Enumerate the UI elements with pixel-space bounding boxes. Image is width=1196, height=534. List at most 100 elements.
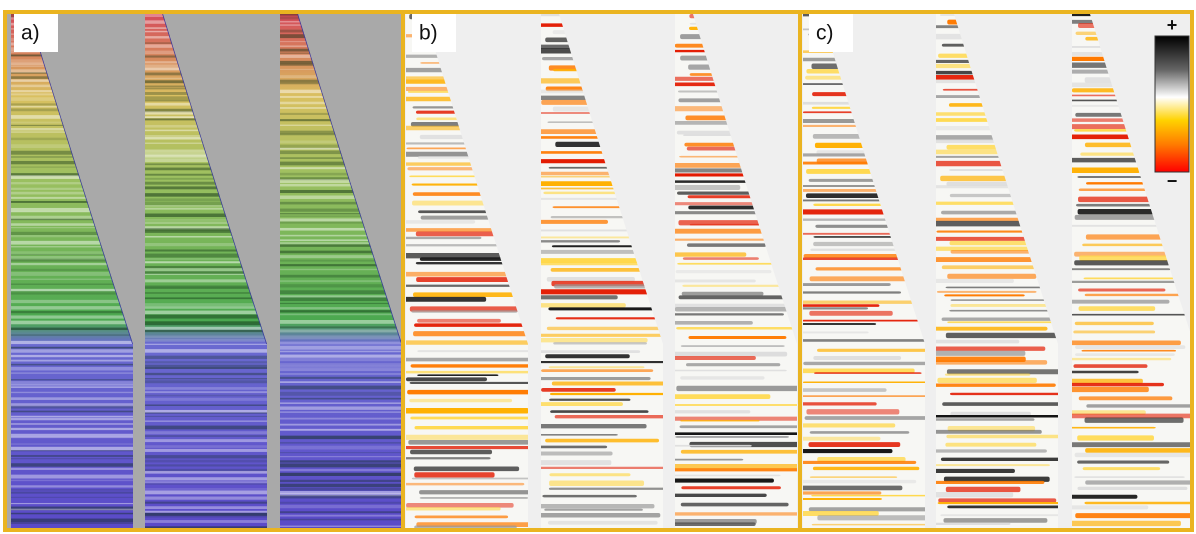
reflector (11, 387, 133, 388)
reflector (145, 387, 267, 390)
reflector (1057, 268, 1170, 270)
reflector (549, 480, 644, 485)
reflector (664, 185, 740, 190)
reflector (544, 509, 643, 511)
reflector (1078, 288, 1165, 291)
reflector (145, 497, 267, 500)
reflector (280, 424, 402, 426)
reflector (680, 420, 759, 422)
reflector (789, 480, 916, 483)
reflector (793, 437, 880, 441)
reflector (145, 464, 267, 466)
reflector (928, 383, 1056, 386)
figure: a)b)c) + − (0, 0, 1196, 534)
reflector (1074, 260, 1170, 265)
reflector (681, 345, 785, 347)
reflector (11, 418, 133, 420)
reflector (792, 291, 901, 293)
reflector (280, 373, 402, 374)
reflector (410, 417, 546, 420)
reflector (941, 458, 1071, 461)
reflector (677, 263, 773, 265)
reflector (393, 340, 538, 344)
reflector (1084, 502, 1196, 504)
reflector (931, 481, 1044, 484)
reflector (1061, 495, 1138, 499)
reflector (945, 373, 1030, 375)
reflector (930, 464, 1050, 466)
reflector (675, 307, 804, 311)
reflector (1064, 300, 1170, 304)
reflector (145, 349, 267, 353)
reflector (1083, 467, 1160, 470)
reflector (947, 505, 1070, 508)
reflector (793, 233, 896, 235)
reflector (280, 314, 402, 316)
reflector (145, 445, 267, 448)
reflector (1082, 244, 1175, 247)
reflector (393, 457, 490, 459)
reflector (145, 431, 267, 434)
reflector (145, 516, 267, 518)
reflector (400, 297, 486, 302)
reflector (145, 297, 267, 299)
reflector (530, 289, 662, 294)
reflector (145, 511, 267, 513)
reflector (392, 228, 504, 232)
reflector (672, 445, 752, 447)
reflector (536, 467, 682, 469)
reflector (924, 492, 1013, 497)
reflector (145, 460, 267, 463)
reflector (1085, 448, 1196, 453)
reflector (145, 303, 267, 307)
reflector (407, 390, 535, 395)
reflector (1057, 281, 1189, 283)
reflector (665, 321, 752, 325)
reflector (11, 406, 133, 409)
reflector (280, 398, 402, 400)
reflector (681, 503, 789, 507)
reflector (11, 372, 133, 373)
reflector (280, 320, 402, 324)
reflector (280, 310, 402, 312)
reflector (11, 513, 133, 515)
reflector (280, 480, 402, 482)
reflector (806, 409, 899, 414)
reflector (410, 382, 545, 384)
reflector (672, 464, 811, 469)
reflector (661, 394, 770, 399)
reflector (11, 321, 133, 325)
reflector (411, 310, 517, 313)
reflector (412, 478, 548, 480)
panel-label: a) (21, 22, 40, 45)
reflector (280, 418, 402, 420)
reflector (801, 498, 882, 500)
reflector (1060, 341, 1181, 346)
reflector (806, 169, 880, 174)
reflector (666, 475, 780, 477)
reflector (280, 442, 402, 444)
reflector (930, 469, 1015, 473)
reflector (145, 378, 267, 379)
reflector (946, 487, 1021, 492)
reflector (280, 473, 402, 476)
reflector (145, 339, 267, 342)
reflector (11, 492, 133, 494)
reflector (537, 452, 613, 456)
reflector (11, 475, 133, 479)
reflector (539, 361, 676, 363)
reflector (280, 351, 402, 353)
reflector (280, 488, 402, 491)
reflector (145, 513, 267, 516)
reflector (280, 484, 402, 487)
reflector (949, 310, 1055, 312)
reflector (923, 449, 1047, 452)
reflector (534, 295, 618, 299)
reflector (145, 506, 267, 509)
reflector (1068, 521, 1181, 526)
reflector (549, 366, 645, 368)
reflector (662, 239, 765, 241)
reflector (1073, 331, 1155, 334)
reflector (280, 463, 402, 467)
reflector (145, 449, 267, 452)
